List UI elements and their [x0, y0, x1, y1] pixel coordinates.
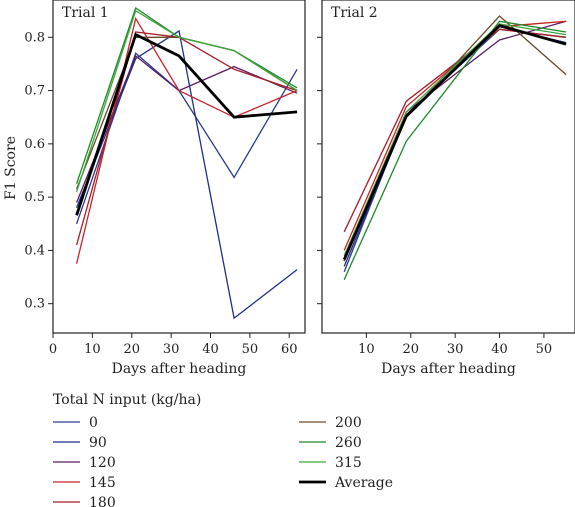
series-line-90 — [343, 25, 567, 267]
series-line-average — [75, 32, 298, 216]
series-line-average — [342, 24, 567, 261]
legend-item-260: 260 — [299, 435, 362, 451]
series-line-315 — [75, 9, 298, 193]
x-tick-label: 0 — [49, 342, 57, 357]
legend-label: 120 — [89, 455, 116, 471]
x-tick-label: 10 — [358, 342, 375, 357]
x-tick-label: 20 — [123, 342, 140, 357]
series-line-200 — [343, 15, 567, 262]
legend-item-200: 200 — [299, 415, 362, 431]
x-tick-label: 50 — [242, 342, 259, 357]
series-line-180 — [343, 28, 567, 233]
x-tick-label: 10 — [84, 342, 101, 357]
legend-label: Average — [334, 475, 393, 491]
y-tick-label: 0.8 — [24, 30, 45, 45]
legend-label: 0 — [89, 415, 98, 431]
legend-label: 315 — [335, 455, 362, 471]
panel-frame — [52, 0, 306, 334]
legend-title: Total N input (kg/ha) — [53, 392, 201, 408]
legend: Total N input (kg/ha) 0 90 120 145 180 200 260 3… — [53, 392, 393, 507]
panels-layer: 0 10 20 30 40 50 60 0.3 0.4 0.5 0.6 0.7 0.8 Trial 1 Da… — [24, 0, 575, 377]
legend-item-90: 90 — [53, 435, 107, 451]
legend-label: 260 — [335, 435, 362, 451]
panel-title: Trial 2 — [331, 5, 378, 21]
x-tick-label: 20 — [402, 342, 419, 357]
legend-item-0: 0 — [53, 415, 98, 431]
y-tick-label: 0.5 — [24, 190, 45, 205]
series-line-145 — [75, 16, 298, 264]
panel-frame — [321, 0, 575, 334]
series-line-260 — [343, 20, 567, 280]
legend-item-180: 180 — [53, 495, 116, 507]
legend-item-average: Average — [299, 475, 393, 491]
panel-title: Trial 1 — [62, 5, 109, 21]
legend-label: 145 — [89, 475, 116, 491]
legend-item-315: 315 — [299, 455, 362, 471]
legend-label: 90 — [89, 435, 107, 451]
series-line-145 — [343, 20, 567, 251]
legend-label: 180 — [89, 495, 116, 507]
series-line-90 — [75, 29, 298, 320]
x-tick-label: 50 — [536, 342, 553, 357]
legend-item-120: 120 — [53, 455, 116, 471]
x-tick-label: 40 — [491, 342, 508, 357]
x-axis-title: Days after heading — [381, 361, 516, 377]
x-tick-label: 60 — [281, 342, 298, 357]
x-tick-label: 30 — [447, 342, 464, 357]
y-tick-label: 0.6 — [24, 137, 45, 152]
x-axis-title: Days after heading — [112, 361, 247, 377]
series-line-315 — [343, 23, 567, 256]
series-line-120 — [343, 20, 567, 262]
y-tick-label: 0.7 — [24, 84, 45, 99]
y-axis-title: F1 Score — [3, 136, 19, 200]
y-tick-label: 0.4 — [24, 243, 45, 258]
series-line-260 — [75, 6, 298, 185]
x-tick-label: 30 — [163, 342, 180, 357]
legend-item-145: 145 — [53, 475, 116, 491]
panel-1: 0 10 20 30 40 50 60 0.3 0.4 0.5 0.6 0.7 0.8 Trial 1 Da… — [24, 0, 306, 377]
x-tick-label: 40 — [202, 342, 219, 357]
y-tick-label: 0.3 — [24, 297, 45, 312]
panel-2: 10 20 30 40 50 Trial 2 Days after heading — [317, 0, 575, 377]
legend-label: 200 — [335, 415, 362, 431]
